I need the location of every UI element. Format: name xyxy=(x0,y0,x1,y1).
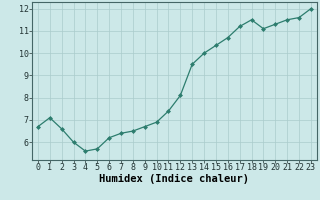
X-axis label: Humidex (Indice chaleur): Humidex (Indice chaleur) xyxy=(100,174,249,184)
